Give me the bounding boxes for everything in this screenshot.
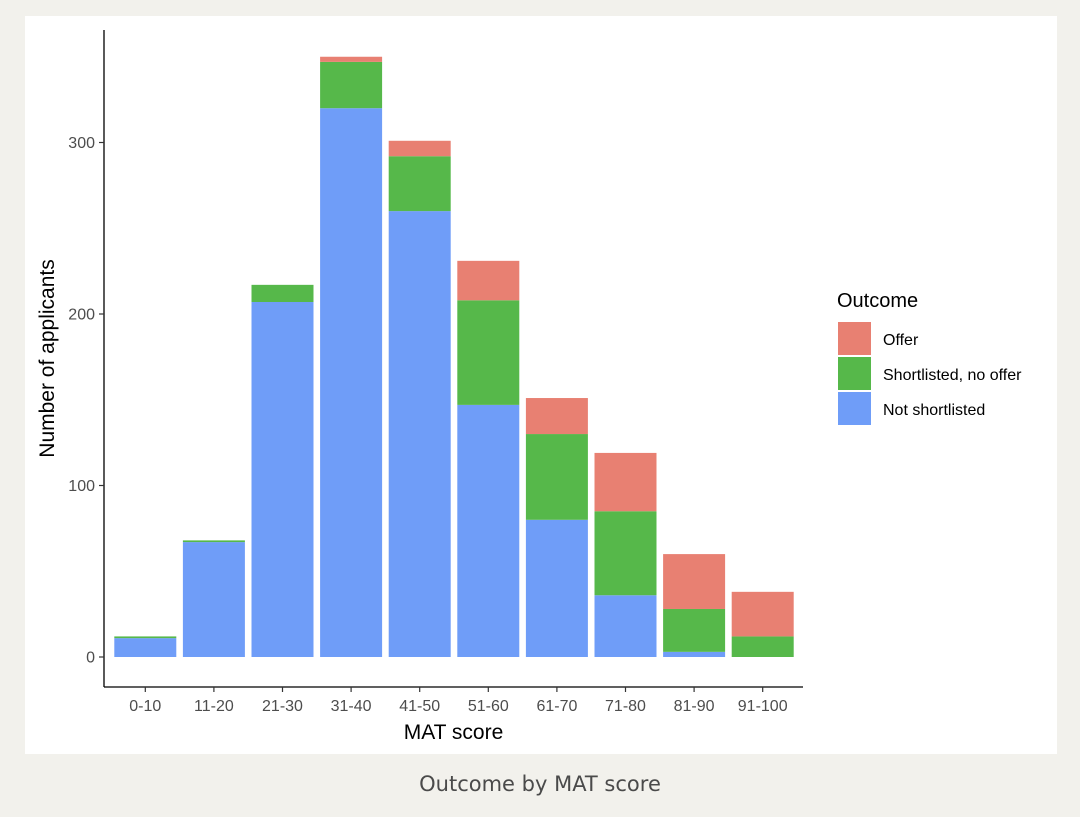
bar-shortlisted-no-offer-41-50 — [388, 156, 451, 212]
legend-swatch-shortlisted-no-offer — [838, 357, 871, 390]
y-tick-label-100: 100 — [68, 478, 95, 495]
x-tick-label-71-80: 71-80 — [605, 698, 646, 715]
bars-group — [114, 56, 794, 657]
bar-shortlisted-no-offer-61-70 — [525, 434, 588, 520]
x-tick-label-61-70: 61-70 — [536, 698, 577, 715]
bar-offer-61-70 — [525, 398, 588, 435]
x-tick-label-21-30: 21-30 — [262, 698, 303, 715]
bar-shortlisted-no-offer-21-30 — [251, 284, 314, 302]
x-axis-title: MAT score — [404, 721, 504, 744]
bar-offer-71-80 — [594, 452, 657, 512]
bar-not-shortlisted-61-70 — [525, 519, 588, 657]
chart-panel: 0 100 200 300 0-10 11-20 21-30 31-40 41-50 51-60 6… — [25, 16, 1057, 754]
bar-not-shortlisted-51-60 — [457, 404, 520, 657]
bar-shortlisted-no-offer-0-10 — [114, 636, 177, 639]
bar-shortlisted-no-offer-91-100 — [731, 636, 794, 657]
legend-swatch-not-shortlisted — [838, 392, 871, 425]
bar-shortlisted-no-offer-71-80 — [594, 511, 657, 596]
legend-label-offer: Offer — [883, 332, 919, 349]
bar-offer-51-60 — [457, 260, 520, 301]
bar-shortlisted-no-offer-31-40 — [320, 61, 383, 109]
x-tick-label-91-100: 91-100 — [738, 698, 788, 715]
bar-shortlisted-no-offer-51-60 — [457, 300, 520, 405]
bar-not-shortlisted-81-90 — [663, 651, 726, 657]
legend-title: Outcome — [837, 290, 918, 312]
bar-shortlisted-no-offer-11-20 — [182, 540, 245, 543]
legend-swatch-offer — [838, 322, 871, 355]
bar-not-shortlisted-11-20 — [182, 542, 245, 657]
bar-not-shortlisted-0-10 — [114, 638, 177, 657]
x-tick-label-41-50: 41-50 — [399, 698, 440, 715]
x-tick-label-0-10: 0-10 — [129, 698, 161, 715]
bar-offer-81-90 — [663, 554, 726, 609]
bar-offer-41-50 — [388, 140, 451, 157]
y-tick-label-200: 200 — [68, 307, 95, 324]
legend-label-not-shortlisted: Not shortlisted — [883, 402, 985, 419]
figure-caption: Outcome by MAT score — [419, 772, 661, 796]
legend-label-shortlisted-no-offer: Shortlisted, no offer — [883, 367, 1022, 384]
bar-not-shortlisted-41-50 — [388, 211, 451, 657]
x-tick-label-81-90: 81-90 — [674, 698, 715, 715]
axes-group: 0 100 200 300 0-10 11-20 21-30 31-40 41-50 51-60 6… — [68, 30, 803, 715]
y-tick-label-300: 300 — [68, 135, 95, 152]
bar-not-shortlisted-71-80 — [594, 595, 657, 657]
x-tick-label-51-60: 51-60 — [468, 698, 509, 715]
bar-not-shortlisted-21-30 — [251, 301, 314, 657]
y-tick-label-0: 0 — [86, 650, 95, 667]
bar-offer-91-100 — [731, 591, 794, 637]
x-tick-label-11-20: 11-20 — [194, 698, 234, 715]
bar-offer-31-40 — [320, 56, 383, 62]
y-axis-title: Number of applicants — [36, 259, 59, 457]
stacked-bar-chart: 0 100 200 300 0-10 11-20 21-30 31-40 41-50 51-60 6… — [36, 30, 1022, 744]
bar-not-shortlisted-31-40 — [320, 108, 383, 657]
legend: Outcome Offer Shortlisted, no offer Not sh… — [837, 290, 1022, 425]
x-tick-label-31-40: 31-40 — [331, 698, 372, 715]
bar-shortlisted-no-offer-81-90 — [663, 608, 726, 652]
